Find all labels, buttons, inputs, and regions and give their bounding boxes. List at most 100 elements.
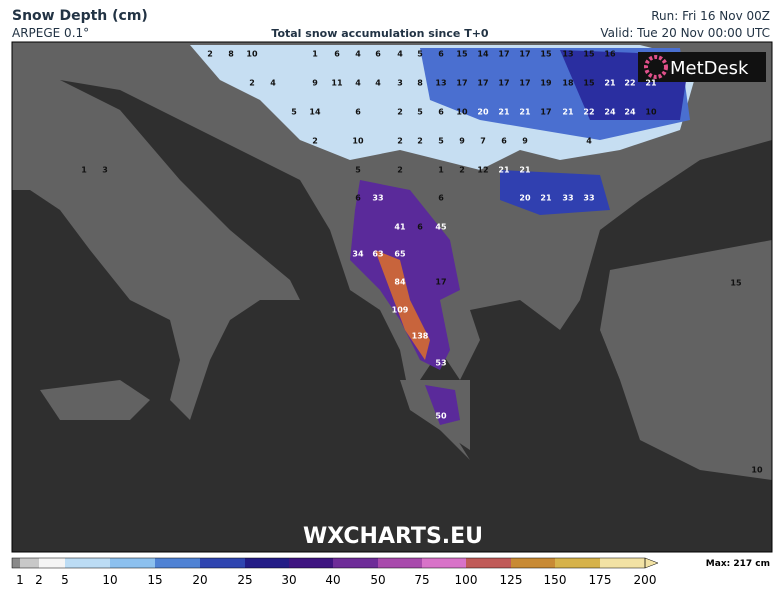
map-label: 14 (309, 108, 321, 117)
map-label: 34 (352, 250, 364, 259)
legend-swatch (289, 558, 333, 568)
map-label: 3 (102, 166, 108, 175)
legend-lead (12, 558, 20, 568)
map-label: 10 (645, 108, 657, 117)
map-label: 24 (624, 108, 636, 117)
legend-swatch (245, 558, 289, 568)
map-label: 13 (435, 79, 446, 88)
map-label: 21 (562, 108, 574, 117)
map-label: 2 (417, 137, 423, 146)
map-label: 9 (522, 137, 528, 146)
map-label: 17 (456, 79, 467, 88)
map-label: 17 (498, 79, 509, 88)
legend-tick-label: 100 (455, 573, 478, 587)
land-sicily (40, 380, 150, 420)
map-label: 65 (394, 250, 406, 259)
map-label: 10 (246, 50, 258, 59)
legend-swatch (422, 558, 466, 568)
map-label: 63 (372, 250, 383, 259)
map-label: 5 (417, 108, 423, 117)
map-label: 10 (456, 108, 468, 117)
legend-tick-label: 1 (16, 573, 24, 587)
map-label: 33 (372, 194, 383, 203)
map-label: 6 (438, 108, 444, 117)
map-label: 2 (397, 108, 403, 117)
map-label: 6 (355, 108, 361, 117)
map-label: 17 (498, 50, 509, 59)
legend-swatch (600, 558, 645, 568)
map-label: 21 (519, 166, 531, 175)
map-label: 21 (604, 79, 616, 88)
map-label: 2 (397, 166, 403, 175)
map-label: 21 (519, 108, 531, 117)
map-label: 17 (435, 278, 446, 287)
legend-tick-label: 75 (414, 573, 429, 587)
legend-tick-label: 200 (634, 573, 657, 587)
map-label: 4 (586, 137, 592, 146)
snow-east (500, 170, 610, 215)
map-label: 6 (501, 137, 507, 146)
legend-swatch (378, 558, 422, 568)
valid: Valid: Tue 20 Nov 00:00 UTC (600, 26, 770, 40)
map-label: 10 (751, 466, 763, 475)
map-label: 4 (355, 79, 361, 88)
map-label: 6 (438, 194, 444, 203)
map-label: 4 (397, 50, 403, 59)
map-label: 21 (498, 108, 510, 117)
snow-peloponnese (425, 385, 460, 425)
map-label: 138 (412, 332, 429, 341)
map-label: 15 (730, 279, 742, 288)
map-label: 6 (355, 194, 361, 203)
legend-tick-label: 5 (61, 573, 69, 587)
map-labels: 2 8 10 1 6 4 6 4 5 6 15 14 17 17 15 13 15 162 4 9 11 4 4 3 8 13 17… (81, 50, 763, 475)
map-label: 16 (604, 50, 616, 59)
map-label: 41 (394, 223, 406, 232)
map-label: 4 (355, 50, 361, 59)
map-label: 11 (331, 79, 343, 88)
map-label: 2 (312, 137, 318, 146)
map-label: 1 (438, 166, 444, 175)
map-label: 15 (583, 50, 595, 59)
map-label: 15 (540, 50, 552, 59)
legend-tick-label: 10 (102, 573, 117, 587)
legend-swatch (200, 558, 245, 568)
legend-tick-label: 50 (370, 573, 385, 587)
map-label: 10 (352, 137, 364, 146)
map-label: 4 (375, 79, 381, 88)
legend-tick-label: 2 (35, 573, 43, 587)
legend-swatch (20, 558, 39, 568)
legend-swatch (333, 558, 378, 568)
land-turkey (600, 240, 772, 480)
map-label: 12 (477, 166, 488, 175)
map-label: 17 (477, 79, 488, 88)
map-label: 21 (645, 79, 657, 88)
legend-swatch (466, 558, 511, 568)
map-label: 7 (480, 137, 486, 146)
map-label: 84 (394, 278, 406, 287)
legend-border (11, 557, 646, 569)
map-label: 45 (435, 223, 447, 232)
map-label: 9 (312, 79, 318, 88)
map-label: 24 (604, 108, 616, 117)
map-label: 2 (207, 50, 213, 59)
map-label: 53 (435, 359, 446, 368)
legend-tick-label: 15 (147, 573, 162, 587)
map-label: 6 (375, 50, 381, 59)
model: ARPEGE 0.1° (12, 26, 89, 40)
logo: MetDesk (670, 58, 749, 79)
map-label: 17 (540, 108, 551, 117)
legend-swatch (511, 558, 555, 568)
land-italy (12, 80, 300, 420)
map-label: 21 (540, 194, 552, 203)
snow-pindus-core (375, 250, 430, 360)
map-label: 6 (417, 223, 423, 232)
map-label: 15 (583, 79, 595, 88)
map-label: 8 (228, 50, 234, 59)
legend-tick-label: 40 (325, 573, 340, 587)
legend: 1 2 5 10 15 20 25 30 40 50 75 100 125 150 175 200 (11, 557, 659, 587)
map-label: 22 (583, 108, 594, 117)
map-label: 13 (562, 50, 573, 59)
map-frame (11, 41, 773, 553)
map-label: 20 (477, 108, 489, 117)
map-label: 5 (438, 137, 444, 146)
